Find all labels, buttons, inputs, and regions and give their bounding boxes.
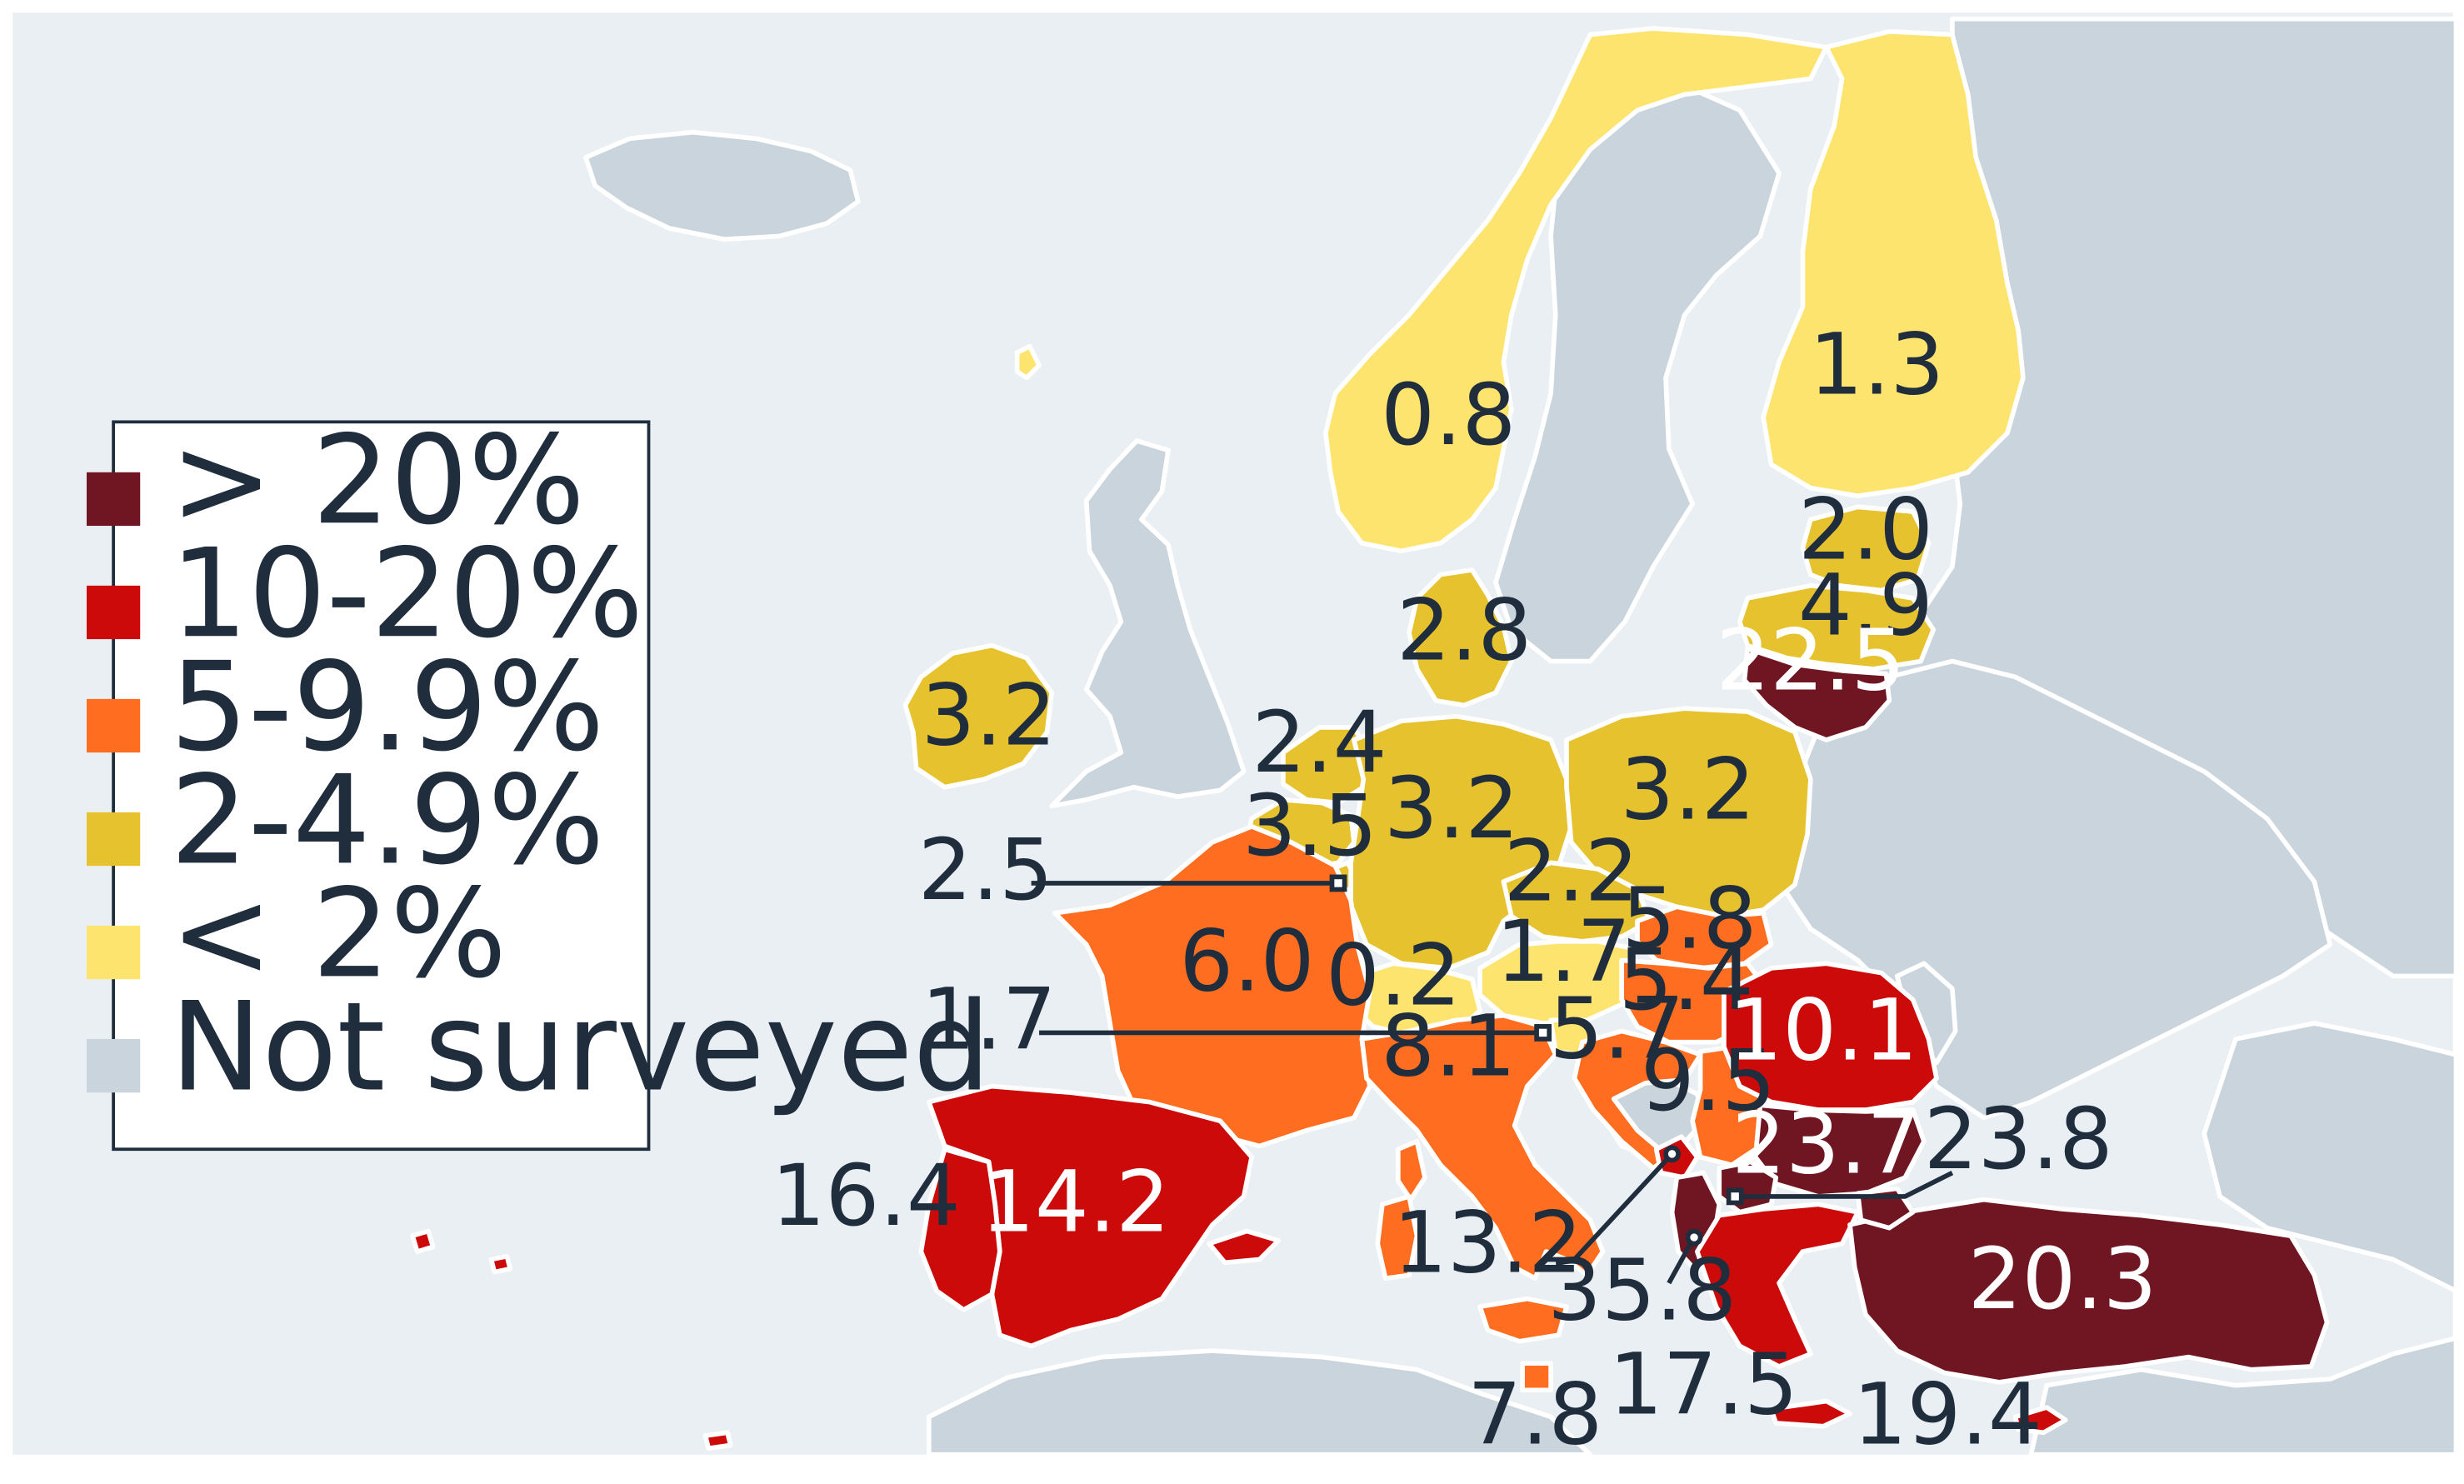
label-spain: 14.2 [981, 1152, 1170, 1252]
label-finland: 1.3 [1809, 315, 1944, 414]
label-serbia: 9.5 [1641, 1032, 1776, 1131]
country-greece [1694, 1202, 1861, 1369]
country-cyprus [2012, 1405, 2068, 1436]
value-labels: 0.8 1.3 2.0 4.9 22.5 2.8 3.2 2.4 3.5 2.5… [772, 315, 2157, 1464]
label-denmark: 2.8 [1397, 582, 1532, 681]
legend-box [112, 420, 651, 1152]
label-luxembourg: 2.5 [918, 821, 1053, 920]
label-cyprus: 19.4 [1853, 1366, 2042, 1465]
land-black-sea-east [2202, 1021, 2459, 1294]
country-latvia [1737, 583, 1937, 672]
country-france-corsica [1395, 1138, 1427, 1202]
country-finland [1761, 28, 2026, 498]
country-romania [1722, 961, 1939, 1112]
label-austria: 1.7 [1496, 902, 1631, 1002]
country-estonia [1800, 504, 1932, 593]
label-north-macedonia: 23.8 [1924, 1090, 2113, 1189]
label-bulgaria: 23.7 [1732, 1095, 1921, 1194]
surveyed-countries [410, 26, 2330, 1452]
label-switzerland: 0.2 [1326, 926, 1461, 1025]
country-greece-crete [1768, 1398, 1852, 1429]
marker-montenegro [1663, 1145, 1681, 1163]
country-ireland [902, 642, 1055, 790]
label-france: 6.0 [1179, 912, 1314, 1011]
label-italy: 8.1 [1381, 997, 1516, 1096]
label-czechia: 2.2 [1504, 822, 1639, 922]
marker-north-macedonia [1726, 1187, 1744, 1206]
marker-luxembourg [1329, 874, 1347, 892]
legend-label-gt20: > 20% [170, 408, 585, 552]
not-surveyed-land [583, 16, 2459, 1457]
legend-swatch-10-20 [86, 585, 141, 640]
legend-label-2-4-9: 2-4.9% [170, 748, 604, 892]
label-belgium: 3.5 [1242, 777, 1377, 876]
label-slovakia: 5.8 [1622, 869, 1757, 968]
label-germany: 3.2 [1384, 759, 1519, 858]
country-spain-baleares [1207, 1228, 1282, 1266]
leader-north-macedonia [1735, 1171, 1954, 1199]
country-malta [1520, 1361, 1553, 1393]
marker-albania [1685, 1228, 1703, 1247]
legend-swatch-lt2 [86, 925, 141, 980]
country-norway [1323, 26, 1829, 554]
label-turkey: 20.3 [1968, 1230, 2157, 1329]
leader-montenegro [1542, 1152, 1674, 1262]
country-italy-sicily [1477, 1296, 1569, 1344]
country-denmark [1407, 567, 1514, 708]
leader-albania [1667, 1236, 1697, 1285]
country-portugal [918, 1147, 1002, 1312]
label-norway: 0.8 [1381, 366, 1516, 465]
label-slovenia: 1.7 [921, 970, 1056, 1069]
label-hungary: 5.4 [1618, 931, 1753, 1030]
country-italy-sardinia [1375, 1194, 1420, 1281]
country-croatia [1572, 1028, 1703, 1171]
label-netherlands: 2.4 [1252, 693, 1387, 792]
label-poland: 3.2 [1620, 740, 1755, 839]
country-norway-jan-mayen [1014, 343, 1042, 381]
label-estonia: 2.0 [1798, 481, 1933, 580]
label-montenegro: 13.2 [1393, 1194, 1582, 1293]
land-middle-east [2028, 1336, 2459, 1457]
label-albania: 35.8 [1547, 1241, 1737, 1340]
legend-label-not-surveyed: Not surveyed [170, 975, 991, 1118]
land-iceland [583, 129, 861, 242]
land-great-britain [1049, 438, 1247, 809]
label-malta: 7.8 [1467, 1366, 1602, 1465]
label-portugal: 16.4 [772, 1147, 961, 1246]
label-greece: 17.5 [1609, 1336, 1798, 1435]
legend-label-5-9-9: 5-9.9% [170, 635, 604, 778]
country-slovakia [1635, 904, 1774, 971]
label-croatia: 5.7 [1549, 980, 1684, 1079]
marker-slovenia [1534, 1024, 1552, 1042]
country-france [1052, 824, 1372, 1149]
legend: > 20% 10-20% 5-9.9% 2-4.9% < 2% Not surv… [86, 408, 991, 1152]
leader-lines [1031, 874, 1954, 1285]
legend-label-10-20: 10-20% [170, 522, 643, 665]
legend-swatch-gt20 [86, 472, 141, 527]
label-ireland: 3.2 [921, 667, 1056, 766]
legend-swatch-2-4-9 [86, 812, 141, 867]
label-romania: 10.1 [1728, 982, 1917, 1081]
land-north-africa [926, 1348, 1593, 1457]
label-latvia: 4.9 [1798, 556, 1933, 655]
country-poland [1564, 706, 1813, 919]
legend-swatch-not-surveyed [86, 1038, 141, 1093]
country-turkey [1847, 1197, 2330, 1385]
legend-label-lt2: < 2% [170, 862, 507, 1005]
label-lithuania: 22.5 [1716, 612, 1905, 711]
country-lithuania [1742, 646, 1892, 742]
country-spain-canary [410, 1228, 733, 1452]
legend-swatch-5-9-9 [86, 698, 141, 753]
land-sweden [1493, 76, 1782, 664]
